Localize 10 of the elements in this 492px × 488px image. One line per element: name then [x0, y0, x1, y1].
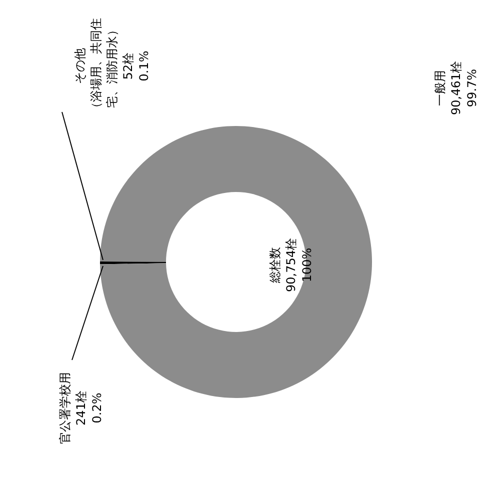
text: 総栓数: [268, 247, 282, 284]
data-label: 241栓 0.2%: [74, 390, 104, 426]
slice-label: 一般用: [433, 70, 447, 106]
text: 90,754栓: [284, 238, 298, 292]
slice-label: 官公署学校用: [58, 372, 72, 444]
donut-slice: [100, 126, 372, 398]
slice-label: その他（浴場用、共同住宅、消防用水）: [73, 18, 119, 114]
text: 100%: [300, 248, 314, 282]
data-label: 52栓 0.1%: [121, 50, 151, 82]
data-label: 90,461栓 99.7%: [449, 61, 479, 115]
